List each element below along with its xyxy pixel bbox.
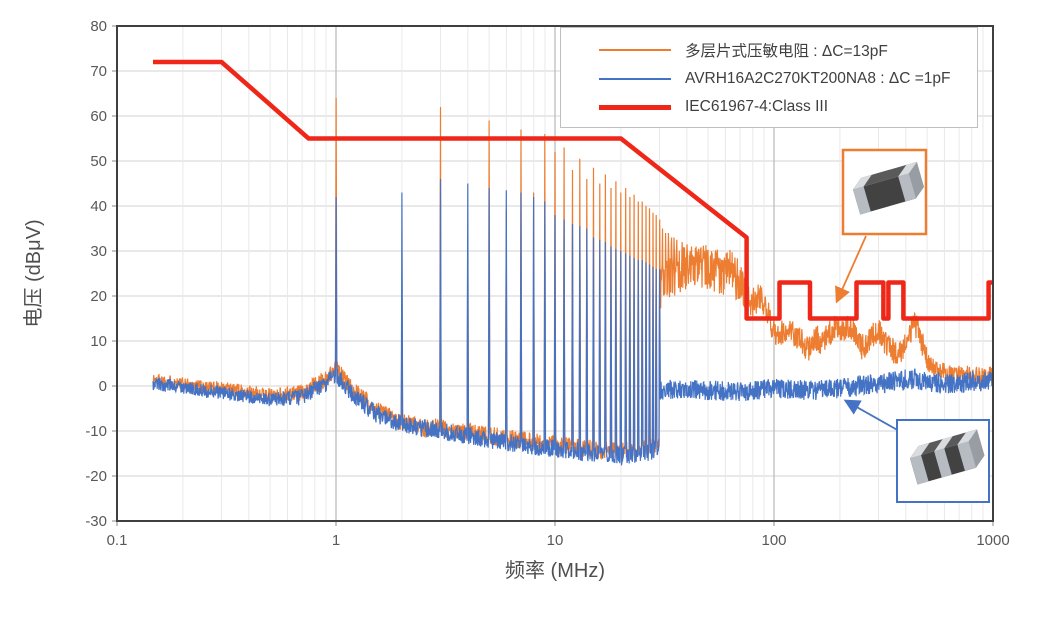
trace-group — [152, 59, 994, 467]
trace-avrh — [152, 178, 994, 467]
y-tick-label: -20 — [85, 468, 107, 485]
legend-label-iec-limit: IEC61967-4:Class III — [685, 98, 829, 116]
x-axis-title: 频率 (MHz) — [505, 559, 605, 582]
trace-iec-limit — [153, 59, 993, 321]
chart-legend: 多层片式压敏电阻 : ΔC=13pF AVRH16A2C270KT200NA8 … — [560, 27, 978, 128]
y-tick-label: 20 — [90, 288, 107, 305]
y-tick-label: 30 — [90, 243, 107, 260]
plot-border — [116, 25, 994, 522]
chip-front-face — [853, 173, 916, 215]
avrh-chip-image — [909, 429, 985, 485]
chip-center-terminal-top — [934, 436, 953, 452]
legend-item-varistor: 多层片式压敏电阻 : ΔC=13pF — [599, 39, 967, 61]
legend-item-avrh: AVRH16A2C270KT200NA8 : ΔC =1pF — [599, 70, 967, 88]
y-tick-label: 50 — [90, 153, 107, 170]
x-tick-label: 1 — [332, 532, 340, 549]
chip-right-terminal-front — [898, 173, 916, 202]
y-tick-label: 10 — [90, 333, 107, 350]
y-tick-label: 40 — [90, 198, 107, 215]
varistor-chip-image — [853, 161, 925, 215]
chip-right-terminal-top — [957, 429, 978, 445]
chip-center-terminal-front — [934, 448, 952, 478]
y-tick-label: -30 — [85, 513, 107, 530]
chip-side-terminal — [908, 161, 925, 199]
chip-side-terminal — [968, 429, 985, 468]
avrh-arrow — [843, 399, 902, 433]
chip-left-terminal-front — [909, 455, 929, 485]
y-axis-title: 电压 (dBμV) — [22, 219, 45, 327]
legend-label-avrh: AVRH16A2C270KT200NA8 : ΔC =1pF — [685, 70, 951, 88]
iec-limit-line-swatch — [599, 104, 671, 110]
avrh-line-swatch — [599, 78, 671, 81]
y-tick-label: 0 — [99, 378, 107, 395]
varistor-arrow — [835, 235, 867, 304]
legend-item-iec-limit: IEC61967-4:Class III — [599, 98, 967, 116]
chip-top-face — [853, 161, 917, 190]
legend-label-varistor: 多层片式压敏电阻 : ΔC=13pF — [685, 42, 888, 60]
chip-left-terminal-top — [853, 174, 872, 190]
x-tick-label: 1000 — [976, 532, 1009, 549]
x-tick-label: 0.1 — [107, 532, 128, 549]
chip-right-terminal-top — [898, 161, 917, 177]
x-tick-label: 10 — [547, 532, 564, 549]
y-tick-label: 80 — [90, 18, 107, 35]
y-tick-label: 70 — [90, 63, 107, 80]
chip-left-terminal-front — [853, 186, 871, 215]
chip-left-terminal-top — [909, 442, 930, 459]
component-annotations — [835, 148, 990, 503]
x-tick-label: 100 — [761, 532, 786, 549]
y-tick-label: -10 — [85, 423, 107, 440]
chip-right-terminal-front — [957, 441, 977, 471]
varistor-line-swatch — [599, 48, 671, 51]
y-tick-label: 60 — [90, 108, 107, 125]
